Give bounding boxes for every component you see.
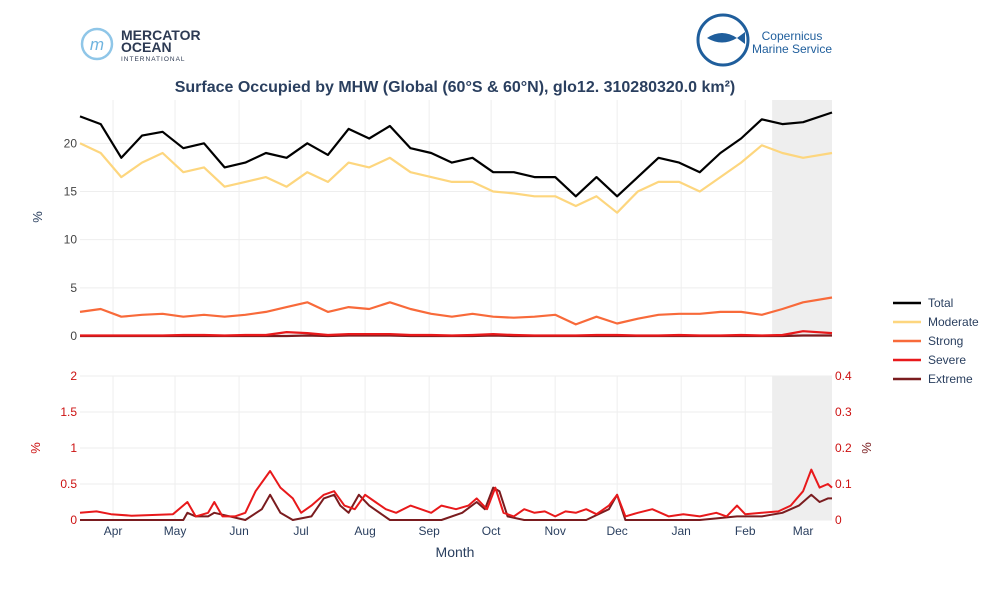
top-y-tick-2: 10 (64, 233, 78, 247)
mercator-logo-glyph: m (90, 35, 104, 54)
top-y-tick-0: 0 (70, 329, 77, 343)
chart-title: Surface Occupied by MHW (Global (60°S & … (175, 79, 736, 96)
legend-label-strong: Strong (928, 334, 963, 348)
bottom-right-y-tick-4: 0.4 (835, 369, 852, 383)
top-series-strong (79, 296, 833, 326)
bottom-left-y-tick-0: 0 (70, 513, 77, 527)
bottom-right-y-tick-3: 0.3 (835, 405, 852, 419)
bottom-panel: 0 0.5 1 1.5 2 0 0.1 0.2 0.3 0.4 Apr May Jun Jul Aug Sep… (60, 369, 852, 538)
x-tick-feb: Feb (735, 524, 756, 538)
x-tick-nov: Nov (544, 524, 565, 538)
mercator-logo-line2: OCEAN (121, 39, 172, 55)
top-series-total (79, 111, 833, 198)
top-y-axis-label: % (30, 211, 45, 223)
x-tick-mar: Mar (793, 524, 814, 538)
bottom-left-y-tick-1: 0.5 (60, 477, 77, 491)
legend-label-total: Total (928, 296, 953, 310)
top-panel: 0 5 10 15 20 (64, 100, 833, 343)
bottom-right-y-tick-0: 0 (835, 513, 842, 527)
legend-label-extreme: Extreme (928, 372, 973, 386)
mercator-logo-line1: MERCATOR (121, 27, 201, 43)
legend-label-severe: Severe (928, 353, 966, 367)
bottom-left-y-tick-3: 1.5 (60, 405, 77, 419)
top-shaded-period (772, 100, 832, 336)
fish-icon (707, 32, 745, 44)
top-y-tick-1: 5 (70, 281, 77, 295)
bottom-right-y-tick-1: 0.1 (835, 477, 852, 491)
bottom-series-severe (79, 468, 833, 518)
copernicus-logo-line2: Marine Service (752, 42, 832, 56)
x-tick-dec: Dec (606, 524, 627, 538)
copernicus-logo-line1: Copernicus (762, 29, 823, 43)
legend-label-moderate: Moderate (928, 315, 979, 329)
bottom-right-y-axis-label: % (859, 442, 874, 454)
mercator-logo-circle (80, 27, 114, 61)
top-y-tick-4: 20 (64, 136, 78, 150)
x-tick-oct: Oct (482, 524, 501, 538)
x-tick-aug: Aug (354, 524, 375, 538)
x-tick-may: May (164, 524, 187, 538)
copernicus-logo-ring (696, 13, 750, 67)
top-series-moderate (79, 142, 833, 214)
bottom-left-y-tick-2: 1 (70, 441, 77, 455)
bottom-series-extreme (80, 486, 832, 521)
bottom-left-y-tick-4: 2 (70, 369, 77, 383)
bottom-right-y-tick-2: 0.2 (835, 441, 852, 455)
x-tick-jul: Jul (293, 524, 308, 538)
mercator-logo-line3: INTERNATIONAL (121, 56, 186, 63)
x-axis-label: Month (436, 544, 475, 560)
mercator-ocean-logo: m MERCATOR OCEAN INTERNATIONAL (80, 27, 201, 63)
top-series-severe (80, 330, 833, 337)
top-y-tick-3: 15 (64, 185, 78, 199)
legend: Total Moderate Strong Severe Extreme (893, 296, 979, 386)
x-tick-apr: Apr (104, 524, 123, 538)
x-tick-jan: Jan (672, 524, 691, 538)
x-tick-jun: Jun (229, 524, 248, 538)
copernicus-marine-logo: Copernicus Marine Service (696, 13, 832, 67)
bottom-left-y-axis-label: % (28, 442, 43, 454)
x-tick-sep: Sep (418, 524, 440, 538)
